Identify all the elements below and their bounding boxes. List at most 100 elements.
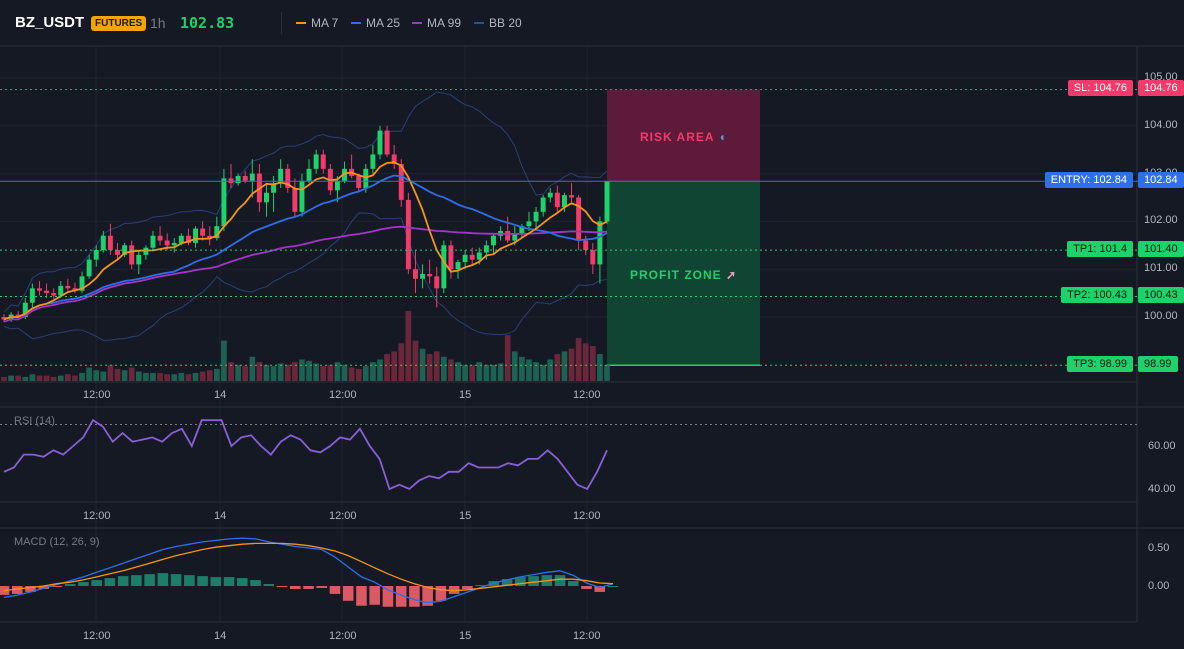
candle-body (583, 240, 589, 251)
candle-body (221, 178, 227, 227)
volume-bar (334, 362, 341, 381)
volume-bar (348, 367, 355, 381)
symbol-name[interactable]: BZ_USDT (15, 14, 85, 31)
volume-bar (242, 366, 249, 381)
volume-bar (589, 346, 596, 381)
macd-histogram-bar (263, 584, 275, 586)
time-label: 12:00 (329, 630, 357, 642)
macd-histogram-bar (395, 586, 407, 607)
profit-zone-label: PROFIT ZONE ➚ (630, 268, 737, 282)
macd-histogram-bar (38, 586, 50, 589)
candle-body (512, 233, 518, 241)
volume-bar (185, 374, 192, 381)
tp2-tag[interactable]: TP2: 100.43 (1061, 287, 1133, 304)
volume-bar (107, 364, 114, 381)
tp1-tag[interactable]: TP1: 101.4 (1067, 241, 1133, 258)
candle-body (590, 250, 596, 265)
macd-histogram-bar (117, 576, 129, 586)
candle-body (604, 181, 610, 222)
stop-loss-tag[interactable]: SL: 104.76 (1067, 80, 1133, 97)
volume-bar (228, 362, 234, 381)
macd-histogram-bar (607, 586, 619, 587)
bb20-swatch (474, 22, 484, 24)
candle-body (476, 252, 482, 260)
candle-body (306, 168, 312, 181)
legend-ma99[interactable]: MA 99 (412, 16, 461, 30)
macd-histogram-bar (594, 586, 606, 592)
candle-body (86, 259, 92, 277)
candle-body (100, 235, 106, 251)
volume-bar (341, 364, 348, 381)
macd-signal-line (3, 542, 614, 592)
tp1-tag-text: TP1: 101.4 (1073, 243, 1127, 256)
macd-histogram-bar (409, 586, 420, 607)
candle-body (107, 235, 113, 251)
candle-body (462, 254, 468, 263)
volume-bar (292, 362, 298, 381)
candle-body (200, 228, 206, 236)
time-label: 15 (459, 630, 472, 642)
time-label: 14 (214, 389, 227, 401)
candle-body (448, 245, 454, 270)
volume-bar (362, 366, 369, 381)
time-label: 14 (214, 630, 227, 642)
shield-icon: ◖ (718, 130, 727, 144)
macd-histogram-bar (501, 579, 513, 586)
price-tick: 101.00 (1144, 262, 1178, 275)
profit-zone (607, 181, 760, 366)
volume-bar (597, 354, 603, 381)
volume-bar (440, 356, 447, 381)
rsi-pane-title: RSI (14) (14, 415, 55, 427)
volume-bar (355, 368, 362, 381)
time-label: 12:00 (573, 630, 601, 642)
risk-area-text: RISK AREA (640, 130, 715, 144)
volume-bar (121, 370, 128, 381)
entry-tag-text: ENTRY: 102.84 (1050, 174, 1127, 187)
price-tick: 102.00 (1144, 214, 1178, 227)
candle-body (334, 180, 340, 191)
candle-body (36, 288, 42, 291)
legend-ma25[interactable]: MA 25 (351, 16, 400, 30)
macd-histogram-bar (581, 586, 592, 589)
candle-body (136, 254, 142, 265)
risk-zone (607, 89, 760, 182)
candle-body (271, 183, 277, 193)
legend-ma7[interactable]: MA 7 (296, 16, 338, 30)
time-label: 15 (459, 510, 472, 522)
ma7-line (3, 161, 608, 321)
candle-body (79, 276, 85, 291)
candle-body (483, 245, 489, 253)
macd-histogram-bar (554, 575, 566, 586)
futures-badge: FUTURES (91, 16, 147, 31)
ma25-line (3, 174, 608, 321)
candle-body (398, 164, 404, 200)
volume-bar (412, 340, 419, 381)
stop-loss-tag-text: SL: 104.76 (1073, 82, 1127, 95)
candle-body (58, 285, 64, 296)
macd-histogram-bar (515, 577, 526, 586)
macd-histogram-bar (144, 574, 155, 586)
last-price: 102.83 (180, 14, 235, 32)
candle-body (405, 199, 411, 270)
candle-body (164, 240, 170, 246)
volume-bar (206, 370, 213, 381)
volume-bar (540, 364, 546, 381)
volume-bar (72, 375, 78, 381)
volume-bar (1, 376, 7, 381)
candle-body (29, 288, 35, 303)
rsi-tick: 60.00 (1148, 440, 1176, 452)
macd-line (3, 537, 614, 604)
tp2-tag-text: TP2: 100.43 (1067, 289, 1127, 302)
tp3-tag[interactable]: TP3: 98.99 (1067, 356, 1133, 373)
volume-bar (575, 337, 582, 381)
rsi-tick: 40.00 (1148, 483, 1176, 495)
volume-bar (128, 367, 135, 381)
legend-bb20[interactable]: BB 20 (474, 16, 522, 30)
macd-histogram-bar (64, 584, 76, 586)
entry-tag[interactable]: ENTRY: 102.84 (1044, 172, 1133, 189)
macd-histogram-bar (25, 586, 36, 592)
macd-histogram-bar (11, 586, 23, 594)
timeframe-selector[interactable]: 1h (150, 15, 166, 31)
candle-body (93, 250, 99, 260)
